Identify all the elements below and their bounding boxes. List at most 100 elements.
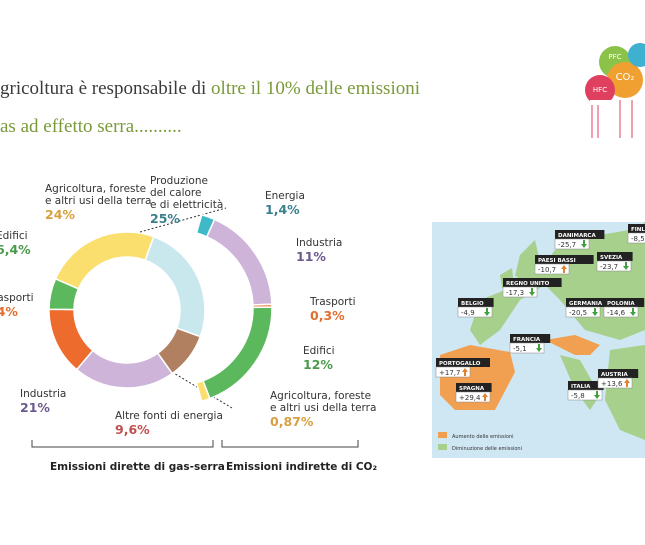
category-label: Industria (20, 388, 67, 400)
category-label: Produzione del calore e di elettricità (150, 175, 224, 211)
value-box (627, 232, 645, 244)
trend-arrow (630, 308, 636, 316)
value-box (502, 286, 538, 298)
country-value: +13,6 (601, 380, 623, 388)
country-label: POLONIA -14,6 (603, 298, 645, 318)
trend-arrow (623, 262, 629, 270)
segment (195, 379, 211, 403)
category-label: Energia (265, 190, 305, 202)
country-value: +29,4 (459, 394, 481, 402)
value-label: 1,4% (265, 202, 300, 217)
country-name: ITALIA (571, 384, 591, 390)
label-box (458, 298, 494, 307)
country-label: PORTOGALLO +17,7 (435, 358, 490, 378)
trend-arrow (624, 379, 630, 387)
title-highlight: oltre il 10% delle emissioni (211, 78, 421, 99)
country-value: -5,8 (571, 392, 585, 400)
label-box (604, 298, 645, 307)
value-box (457, 306, 493, 318)
trend-arrow (561, 265, 567, 273)
country-label: FRANCIA -5,1 (509, 334, 551, 354)
country-value: -17,3 (506, 289, 524, 297)
country-label: REGNO UNITO -17,3 (502, 278, 562, 298)
icon-label: CO₂ (616, 72, 635, 83)
label-box (503, 278, 562, 287)
segment (202, 306, 273, 400)
country-name: FINLA (631, 227, 645, 233)
value-box (554, 238, 590, 250)
country-value: -25,7 (558, 241, 576, 249)
segment (75, 349, 174, 389)
value-box (565, 306, 601, 318)
value-box (567, 389, 603, 401)
country-value: -4,9 (461, 309, 475, 317)
title: gricoltura è responsabile di oltre il 10… (0, 78, 420, 100)
country-name: POLONIA (607, 301, 635, 307)
trend-arrow (462, 368, 468, 376)
value-label: 0,87% (270, 414, 314, 429)
map-legend: Diminuzione delle emissioni (452, 446, 522, 452)
country-name: GERMANIA (569, 301, 603, 307)
category-label: Trasporti (0, 292, 34, 304)
category-label: Trasporti (310, 296, 356, 308)
label-box (555, 230, 605, 239)
value-box (596, 260, 632, 272)
country-label: AUSTRIA +13,6 (597, 369, 639, 389)
caption: Emissioni indirette di CO₂ (226, 461, 378, 473)
label-box (510, 334, 551, 343)
segment-label: Trasporti14% (0, 292, 34, 318)
value-label: 0,3% (310, 308, 345, 323)
trend-arrow (594, 391, 600, 399)
country-name: PORTOGALLO (439, 361, 481, 367)
value-box (597, 377, 633, 389)
country-name: AUSTRIA (601, 372, 629, 378)
trend-arrow (592, 308, 598, 316)
segment-label: Edifici 12% (303, 345, 335, 371)
label-box (456, 383, 492, 392)
value-label: 9,6% (115, 422, 150, 437)
segment-label: Energia 1,4% (265, 190, 305, 216)
segment-label: Agricoltura, foreste e altri usi della t… (270, 390, 376, 428)
country-value: +17,7 (439, 369, 460, 377)
category-label: Industria (296, 237, 343, 249)
country-value: -8,5 (631, 235, 645, 243)
value-box (534, 263, 570, 275)
value-label: 11% (296, 249, 326, 264)
country-label: SPAGNA +29,4 (455, 383, 492, 403)
category-label: Edifici (0, 230, 28, 242)
value-box (603, 306, 639, 318)
country-label: FINLA -8,5 (627, 224, 645, 244)
caption: Emissioni dirette di gas-serra (50, 461, 225, 473)
country-label: DANIMARCA -25,7 (554, 230, 605, 250)
label-box (628, 224, 645, 233)
label-box (598, 369, 639, 378)
segment-label: Agricoltura, foreste e altri usi della t… (45, 183, 151, 221)
trend-arrow (529, 288, 535, 296)
icon: PFC CO₂ HFC (585, 43, 645, 138)
segment (144, 235, 206, 338)
label-box (436, 358, 490, 367)
country-value: -10,7 (538, 266, 556, 274)
category-label: Edifici (303, 345, 335, 357)
label-box (597, 252, 633, 261)
map-legend: Aumento delle emissioni (452, 434, 514, 440)
segment (54, 231, 155, 290)
value-label: 24% (45, 207, 75, 222)
country-value: -5,1 (513, 345, 527, 353)
value-label: 25% (150, 211, 180, 226)
label-box (566, 298, 611, 307)
trend-arrow (536, 344, 542, 352)
category-label: Agricoltura, foreste e altri usi della t… (270, 390, 377, 414)
icon-label: HFC (593, 86, 607, 94)
country-name: SPAGNA (459, 386, 485, 392)
brackets (31, 440, 359, 448)
country-value: -14,6 (607, 309, 626, 317)
segment (205, 218, 273, 306)
country-name: PAESI BASSI (538, 258, 576, 264)
trend-arrow (484, 308, 490, 316)
segment-label: Produzione del calore e di elettricità 25… (150, 175, 223, 225)
segment-label: Edifici6,4% (0, 230, 31, 256)
country-name: SVEZIA (600, 255, 623, 261)
